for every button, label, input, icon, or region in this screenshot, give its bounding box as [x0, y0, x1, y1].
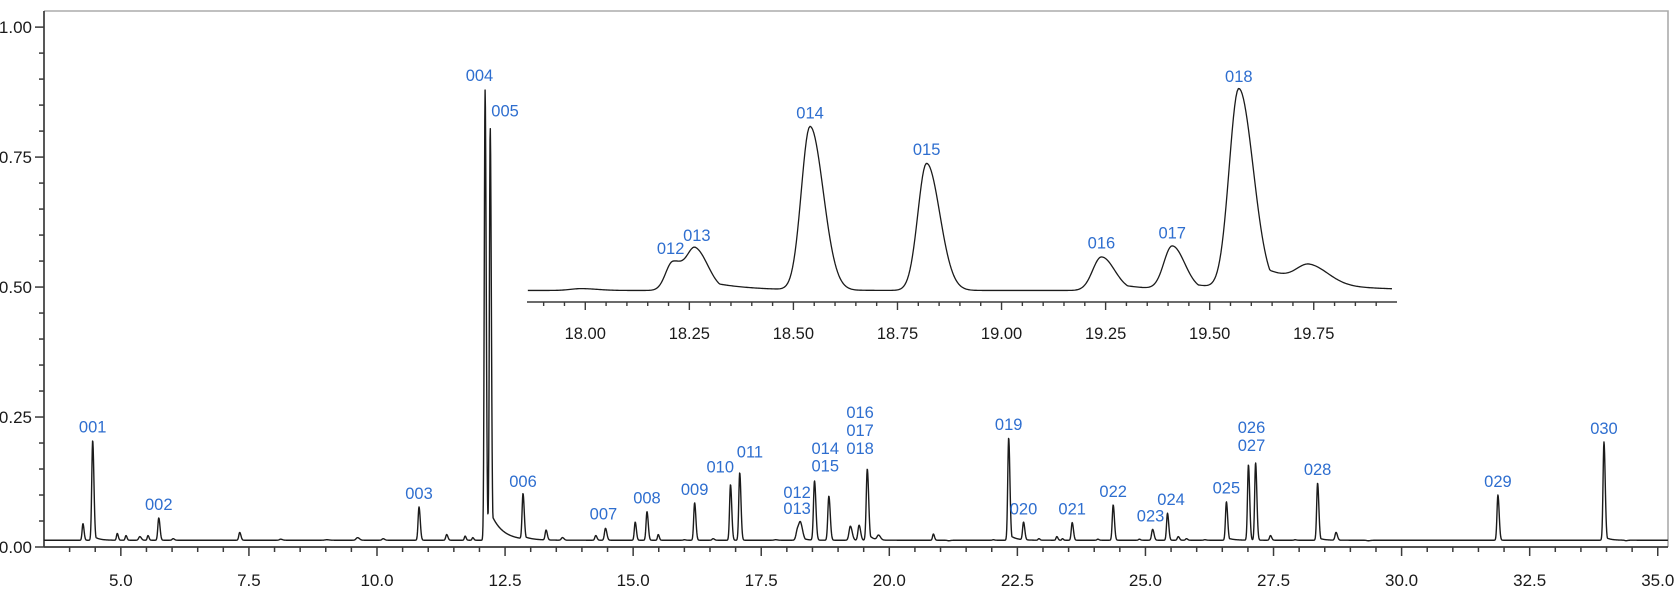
peak-label-026: 026: [1238, 419, 1266, 437]
peak-label-029: 029: [1484, 473, 1512, 491]
inset-x-tick-label: 18.50: [773, 325, 814, 343]
x-tick-label: 17.5: [745, 571, 778, 590]
x-tick-label: 5.0: [109, 571, 133, 590]
peak-label-002: 002: [145, 496, 173, 514]
peak-label-023: 023: [1137, 507, 1165, 525]
peak-label-009: 009: [681, 481, 709, 499]
peak-label-020: 020: [1010, 501, 1038, 519]
peak-label-001: 001: [79, 418, 107, 436]
peak-label-012: 012: [783, 484, 811, 502]
peak-label-005: 005: [491, 102, 519, 120]
inset-peak-label-018: 018: [1225, 68, 1253, 86]
inset-x-tick-label: 19.00: [981, 325, 1022, 343]
x-tick-label: 27.5: [1257, 571, 1290, 590]
peak-label-019: 019: [995, 416, 1023, 434]
peak-label-018: 018: [846, 440, 874, 458]
x-tick-label: 20.0: [873, 571, 906, 590]
peak-label-003: 003: [405, 485, 433, 503]
peak-label-022: 022: [1099, 483, 1127, 501]
x-tick-label: 15.0: [617, 571, 650, 590]
peak-label-013: 013: [783, 500, 811, 518]
inset-x-tick-label: 19.25: [1085, 325, 1126, 343]
y-tick-label: 1.00: [0, 18, 32, 37]
inset-x-tick-label: 19.75: [1293, 325, 1334, 343]
peak-label-027: 027: [1238, 437, 1266, 455]
peak-label-016: 016: [846, 404, 874, 422]
inset-x-tick-label: 18.75: [877, 325, 918, 343]
x-tick-label: 12.5: [489, 571, 522, 590]
y-tick-label: 0.00: [0, 538, 32, 557]
peak-label-025: 025: [1213, 480, 1241, 498]
peak-label-015: 015: [811, 457, 839, 475]
peak-label-006: 006: [509, 473, 537, 491]
peak-label-010: 010: [706, 458, 734, 476]
inset-peak-label-014: 014: [796, 104, 824, 122]
x-tick-label: 30.0: [1385, 571, 1418, 590]
y-tick-label: 0.75: [0, 148, 32, 167]
inset-x-tick-label: 18.25: [669, 325, 710, 343]
y-tick-label: 0.50: [0, 278, 32, 297]
inset-peak-label-013: 013: [683, 227, 711, 245]
x-tick-label: 10.0: [360, 571, 393, 590]
peak-label-008: 008: [633, 490, 661, 508]
inset-x-tick-label: 18.00: [565, 325, 606, 343]
inset-x-tick-label: 19.50: [1189, 325, 1230, 343]
inset-peak-label-016: 016: [1088, 234, 1116, 252]
inset-peak-label-017: 017: [1158, 224, 1186, 242]
inset-peak-label-015: 015: [913, 141, 941, 159]
x-tick-label: 35.0: [1641, 571, 1674, 590]
x-tick-label: 7.5: [237, 571, 261, 590]
peak-label-017: 017: [846, 422, 874, 440]
y-tick-label: 0.25: [0, 408, 32, 427]
peak-label-030: 030: [1590, 420, 1618, 438]
x-tick-label: 25.0: [1129, 571, 1162, 590]
peak-label-028: 028: [1304, 461, 1332, 479]
main-trace: [43, 89, 1669, 542]
peak-label-007: 007: [590, 506, 618, 524]
plot-frame: [44, 10, 1669, 547]
peak-label-011: 011: [737, 443, 763, 461]
peak-label-021: 021: [1058, 501, 1086, 519]
peak-label-024: 024: [1157, 491, 1185, 509]
x-tick-label: 32.5: [1513, 571, 1546, 590]
inset-peak-label-012: 012: [657, 240, 685, 258]
inset-trace: [527, 87, 1393, 292]
peak-label-014: 014: [811, 440, 839, 458]
peak-label-004: 004: [466, 67, 494, 85]
x-tick-label: 22.5: [1001, 571, 1034, 590]
